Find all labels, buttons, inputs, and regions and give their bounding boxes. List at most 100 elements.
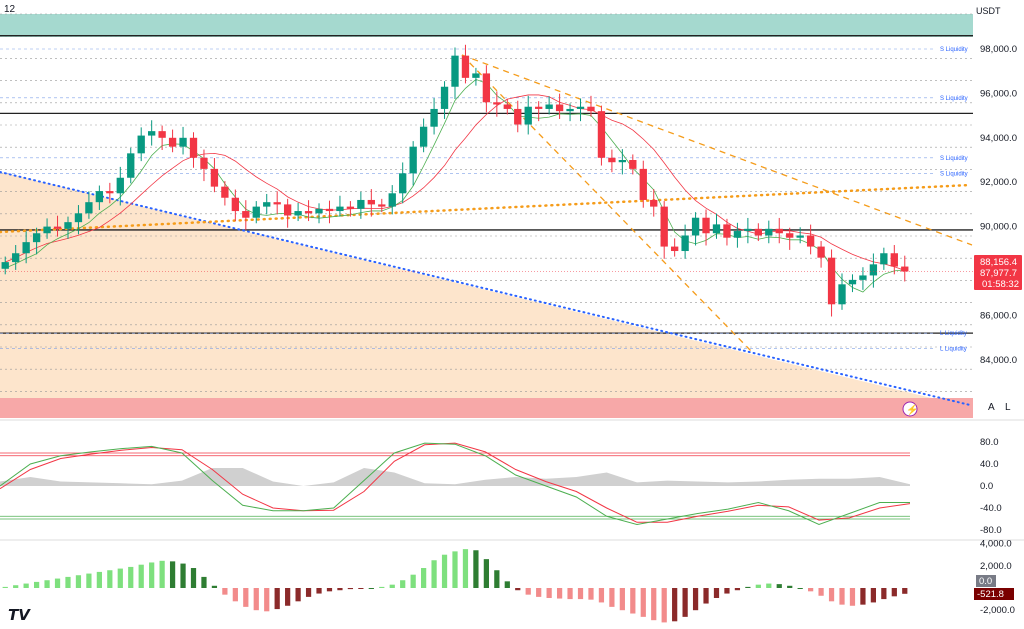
- blue-trendline: [0, 171, 971, 406]
- candle-body: [32, 233, 41, 243]
- macd-bar: [902, 588, 908, 594]
- supply-zone: [0, 14, 973, 37]
- candle-body: [263, 202, 271, 207]
- macd-bar: [536, 588, 542, 597]
- macd-bar: [640, 588, 646, 617]
- candle-body: [461, 55, 470, 78]
- candle-body: [744, 228, 752, 232]
- candle-body: [210, 168, 219, 187]
- candle-body: [1, 262, 9, 269]
- price-axis-label: 86,000.0: [980, 310, 1017, 321]
- macd-bar: [870, 588, 877, 603]
- macd-bar: [368, 588, 374, 589]
- macd-bar: [117, 568, 123, 588]
- candle-body: [231, 197, 240, 212]
- candle-body: [629, 160, 637, 169]
- candle-body: [786, 233, 794, 238]
- macd-bar: [264, 588, 270, 612]
- macd-bar: [274, 588, 280, 610]
- auto-scale-button[interactable]: A: [988, 402, 995, 413]
- candle-body: [168, 137, 177, 147]
- macd-bar: [441, 554, 448, 588]
- macd-bar: [577, 588, 584, 600]
- interval-label[interactable]: 12: [4, 4, 16, 15]
- candle-body: [524, 106, 532, 125]
- macd-bar: [630, 588, 636, 614]
- macd-bar: [452, 551, 458, 588]
- orange-dotted-trendline: [0, 183, 972, 234]
- candle-body: [43, 226, 51, 234]
- candle-body: [650, 199, 658, 207]
- macd-bar: [473, 550, 479, 588]
- macd-bar: [860, 588, 866, 605]
- red-zone: [0, 398, 973, 418]
- candle-body: [74, 213, 83, 223]
- macd-bar: [724, 588, 730, 594]
- candle-body: [137, 135, 145, 154]
- price-axis-label: 94,000.0: [980, 133, 1017, 144]
- candle-body: [200, 157, 208, 169]
- candle-body: [566, 108, 574, 112]
- macd-bar: [462, 549, 469, 588]
- macd-bar: [23, 583, 29, 588]
- candle-body: [221, 186, 229, 198]
- demand-area-fill: [0, 172, 960, 405]
- macd-bar: [180, 563, 186, 588]
- stoch-k-line: [0, 442, 910, 526]
- macd-bar: [326, 588, 333, 592]
- macd-bar: [149, 562, 155, 588]
- candle-body: [409, 146, 417, 174]
- lightning-icon: [902, 401, 918, 417]
- macd-bar: [766, 583, 772, 588]
- liquidity-label: L Liquidity: [940, 347, 967, 353]
- macd-bar: [379, 586, 385, 588]
- macd-bar: [483, 559, 489, 588]
- macd-bar: [672, 588, 678, 622]
- candle-body: [681, 235, 689, 252]
- candle-body: [880, 253, 888, 265]
- candle-body: [712, 224, 721, 234]
- candle-body: [587, 106, 595, 112]
- candle-body: [890, 253, 898, 267]
- macd-bar: [734, 588, 741, 591]
- macd-bar: [316, 588, 322, 594]
- tradingview-logo: 𝙏𝙑: [8, 607, 30, 624]
- candle-body: [482, 73, 491, 103]
- candle-body: [304, 211, 313, 214]
- candle-body: [106, 191, 114, 194]
- macd-bar: [609, 588, 615, 607]
- candle-body: [148, 131, 156, 136]
- candle-body: [315, 208, 323, 214]
- candle-body: [127, 153, 135, 178]
- macd-bar: [358, 588, 364, 589]
- macd-bar: [421, 568, 427, 588]
- price-badge: [974, 255, 1022, 290]
- candle-body: [493, 102, 501, 105]
- candle-body: [430, 108, 438, 127]
- liquidity-label: S Liquidity: [940, 171, 968, 177]
- macd-bar: [515, 588, 521, 591]
- candle-body: [273, 202, 281, 205]
- macd-bar: [787, 585, 793, 588]
- macd-bar: [2, 586, 8, 588]
- candle-body: [817, 246, 825, 258]
- candle-body: [670, 246, 679, 252]
- candle-body: [555, 104, 564, 112]
- candle-body: [733, 231, 742, 238]
- macd-bar: [75, 575, 82, 588]
- macd-bar: [305, 588, 312, 597]
- candle-body: [796, 235, 804, 238]
- macd-bar: [128, 566, 134, 588]
- candle-body: [242, 211, 250, 218]
- macd-bar: [588, 588, 594, 600]
- candle-body: [378, 204, 386, 207]
- last-price-label: 87,977.7: [980, 268, 1017, 279]
- candle-body: [660, 206, 668, 247]
- candle-body: [838, 284, 846, 305]
- macd-bar: [797, 588, 803, 589]
- macd-bar: [13, 585, 19, 588]
- macd-bar: [201, 576, 207, 588]
- currency-selector[interactable]: USDT: [976, 6, 1001, 16]
- log-scale-button[interactable]: L: [1005, 402, 1011, 413]
